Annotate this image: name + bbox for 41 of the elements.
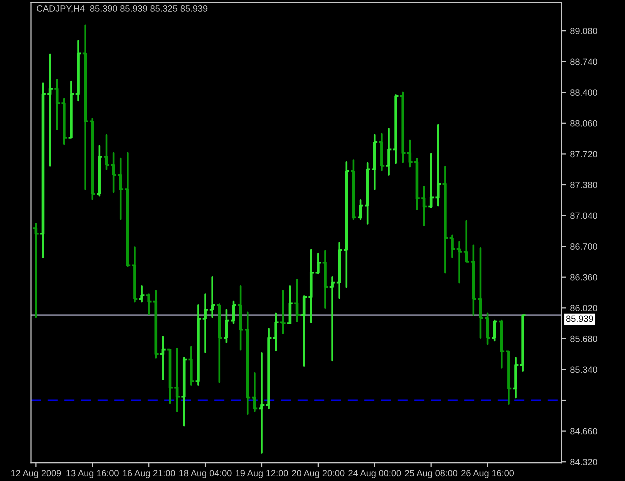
y-tick-label: 88.060 <box>570 120 598 127</box>
x-tick-label: 13 Aug 16:00 <box>66 470 119 478</box>
candlestick <box>328 276 336 362</box>
candlestick <box>131 246 139 303</box>
y-tick-label: 87.040 <box>570 212 598 220</box>
x-tick-label: 19 Aug 12:00 <box>236 470 288 478</box>
x-tick-label: 12 Aug 2009 <box>12 470 62 478</box>
y-tick-label: 85.680 <box>570 336 598 342</box>
y-tick-label: 87.720 <box>570 151 598 158</box>
candlestick <box>512 357 520 399</box>
candlestick <box>202 294 210 354</box>
candlestick <box>265 328 273 410</box>
y-tick-label: 84.320 <box>570 459 598 466</box>
chart-title: CADJPY,H4 85.390 85.939 85.325 85.939 <box>37 6 208 13</box>
x-tick-label: 18 Aug 04:00 <box>180 470 232 478</box>
x-tick-label: 24 Aug 00:00 <box>348 470 402 478</box>
candlestick <box>74 40 82 102</box>
y-tick-label: 86.700 <box>570 244 598 250</box>
x-tick-label: 25 Aug 08:00 <box>405 470 458 478</box>
candlestick <box>188 346 196 386</box>
y-tick-label: 88.400 <box>570 90 598 96</box>
x-tick-label: 26 Aug 16:00 <box>462 470 514 478</box>
ref-line-label: 85.939 <box>566 316 594 322</box>
candlestick <box>456 241 464 284</box>
candlestick <box>385 128 393 176</box>
y-tick-label: 85.340 <box>570 366 598 374</box>
candlestick <box>194 304 202 386</box>
y-tick-label: 86.020 <box>570 305 598 312</box>
candlestick <box>138 286 146 303</box>
x-tick-label: 20 Aug 20:00 <box>292 470 345 478</box>
x-tick-label: 16 Aug 21:00 <box>123 470 176 478</box>
candlestick <box>322 250 330 310</box>
candlestick <box>448 234 456 258</box>
y-tick-label: 89.080 <box>570 28 598 34</box>
candlestick <box>442 166 450 274</box>
candlestick <box>258 352 266 454</box>
y-tick-label: 87.380 <box>570 182 598 188</box>
y-tick-label: 84.660 <box>570 428 598 435</box>
y-tick-label: 86.360 <box>570 274 598 281</box>
y-tick-label: 88.740 <box>570 58 598 66</box>
candlestick <box>378 133 386 172</box>
